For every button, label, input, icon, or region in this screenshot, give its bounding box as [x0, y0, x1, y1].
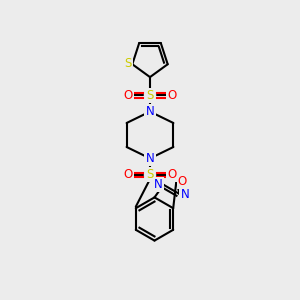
Text: N: N — [181, 188, 189, 201]
Text: O: O — [167, 168, 176, 181]
Text: N: N — [146, 152, 154, 165]
Text: S: S — [146, 89, 154, 102]
Text: S: S — [124, 57, 131, 70]
Text: S: S — [146, 168, 154, 181]
Text: N: N — [146, 105, 154, 118]
Text: N: N — [154, 178, 163, 191]
Text: O: O — [124, 89, 133, 102]
Text: O: O — [167, 89, 176, 102]
Text: O: O — [178, 175, 187, 188]
Text: O: O — [124, 168, 133, 181]
